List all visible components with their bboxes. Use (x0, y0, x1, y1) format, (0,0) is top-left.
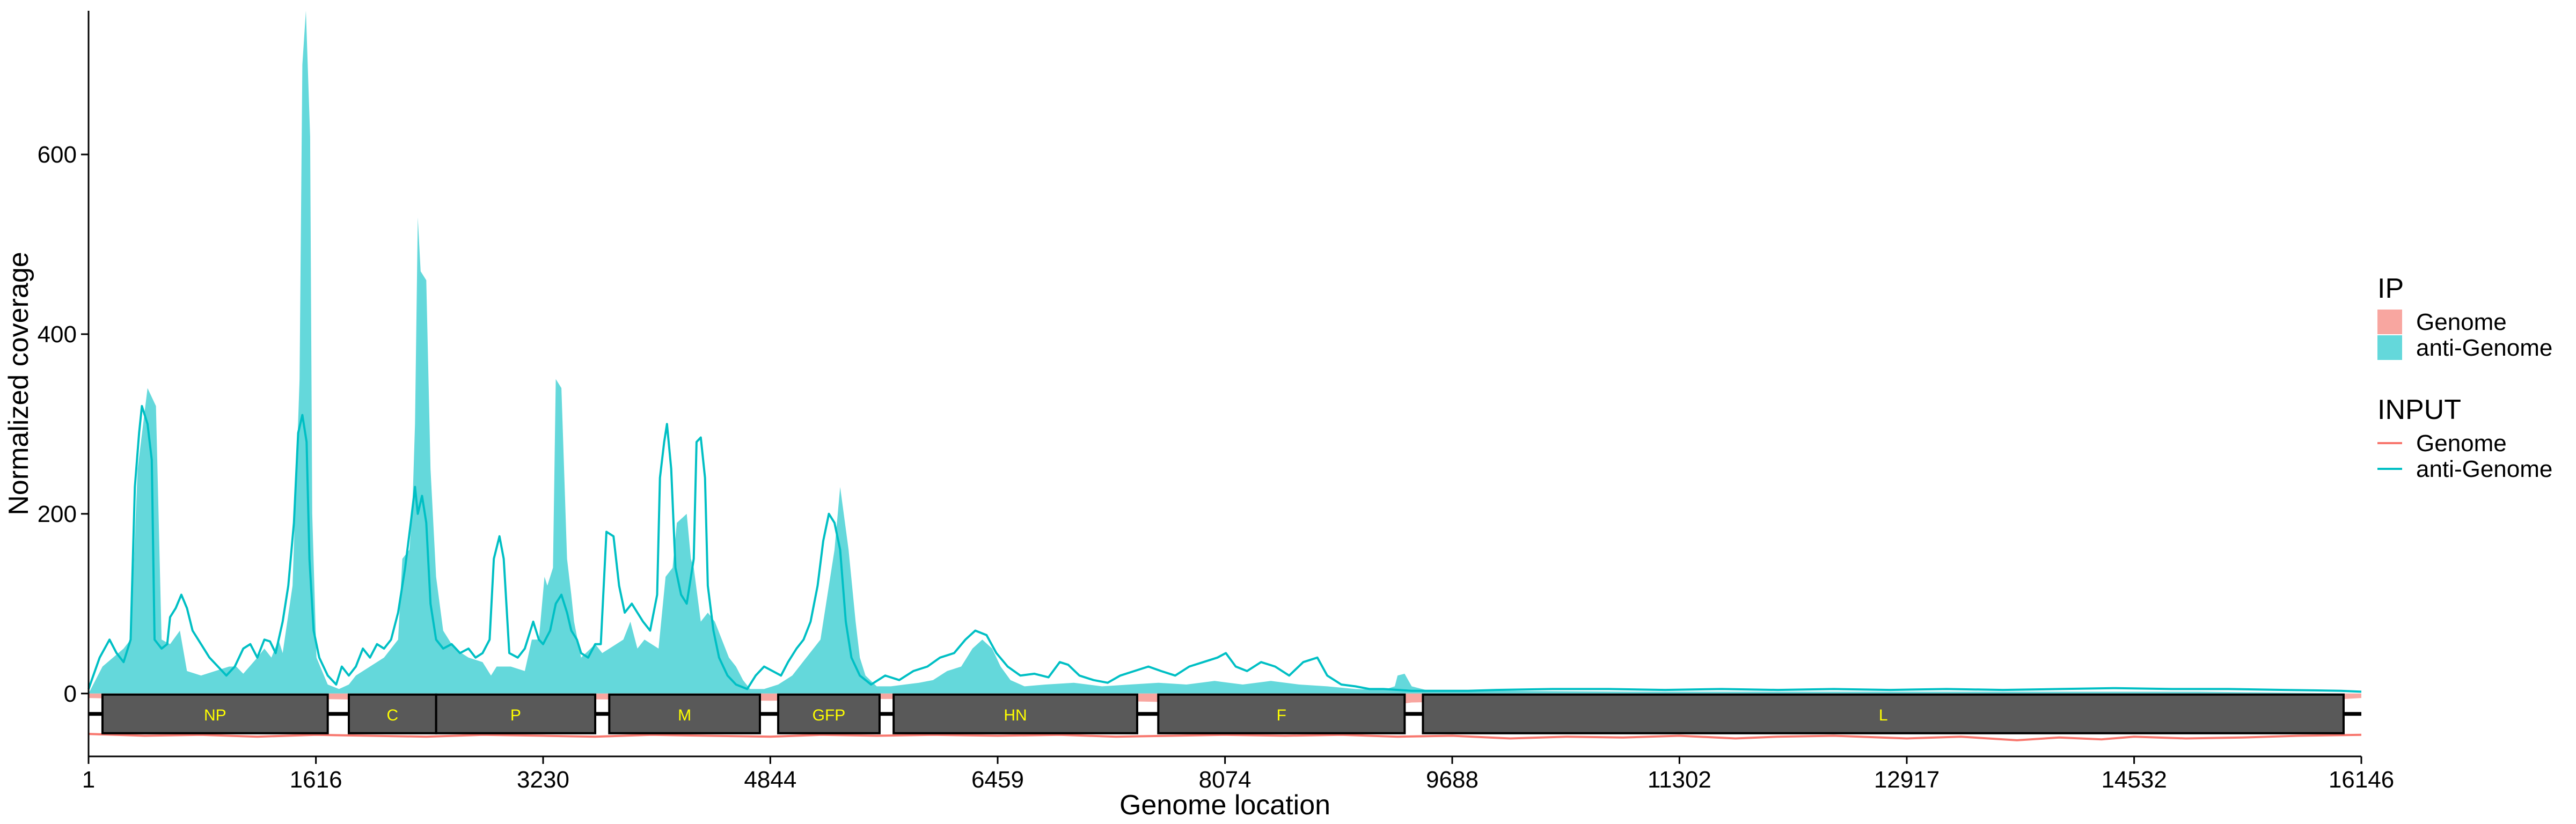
gene-label-np: NP (204, 707, 226, 724)
legend-label-ip-anti-genome: anti-Genome (2416, 335, 2552, 361)
axes: 0 200 400 600 1 1616 3230 4844 6459 8074 9688 11302… (38, 11, 2394, 793)
legend-label-input-genome: Genome (2416, 430, 2507, 457)
legend: IPGenomeanti-GenomeINPUTGenomeanti-Genom… (2377, 273, 2552, 482)
genome-map: NP C P M GFP HN F L (89, 693, 2361, 734)
x-tick-label: 14532 (2101, 767, 2167, 793)
gene-box-np (101, 693, 329, 734)
y-tick-label: 0 (64, 681, 77, 707)
legend-key-ip-genome (2377, 310, 2402, 334)
legend-title-ip: IP (2377, 273, 2404, 304)
x-tick-label: 6459 (971, 767, 1024, 793)
ip-areas (89, 11, 2361, 723)
y-tick-label: 600 (38, 142, 77, 168)
line-input-genome (88, 733, 2362, 741)
x-tick-label: 8074 (1199, 767, 1252, 793)
x-tick-label: 9688 (1426, 767, 1479, 793)
gene-box-p (435, 693, 597, 734)
x-tick-label: 11302 (1648, 767, 1711, 793)
gene-box-l (1422, 693, 2345, 734)
x-tick-label: 12917 (1874, 767, 1940, 793)
y-tick-label: 400 (38, 321, 77, 348)
gene-label-c: C (386, 707, 398, 724)
legend-title-input: INPUT (2377, 394, 2461, 425)
gene-label-f: F (1277, 707, 1286, 724)
gene-label-hn: HN (1004, 707, 1027, 724)
gene-label-gfp: GFP (813, 707, 846, 724)
x-tick-label: 1 (82, 767, 95, 793)
gene-box-gfp (777, 693, 881, 734)
gene-box-f (1157, 693, 1406, 734)
gene-box-m (608, 693, 761, 734)
x-tick-label: 3230 (517, 767, 569, 793)
y-axis-title: Normalized coverage (3, 252, 34, 515)
input-lines (87, 404, 2362, 741)
x-tick-label: 1616 (290, 767, 342, 793)
legend-label-ip-genome: Genome (2416, 309, 2507, 335)
gene-box-hn (892, 693, 1138, 734)
gene-label-m: M (678, 707, 691, 724)
x-tick-label: 4844 (744, 767, 796, 793)
y-tick-label: 200 (38, 501, 77, 527)
gene-label-l: L (1879, 707, 1888, 724)
x-tick-label: 16146 (2329, 767, 2394, 793)
x-axis-title: Genome location (1119, 790, 1330, 821)
legend-label-input-anti-genome: anti-Genome (2416, 456, 2552, 482)
line-input-anti-genome (87, 404, 2362, 693)
legend-key-ip-anti-genome (2377, 335, 2402, 360)
gene-label-p: P (510, 707, 521, 724)
